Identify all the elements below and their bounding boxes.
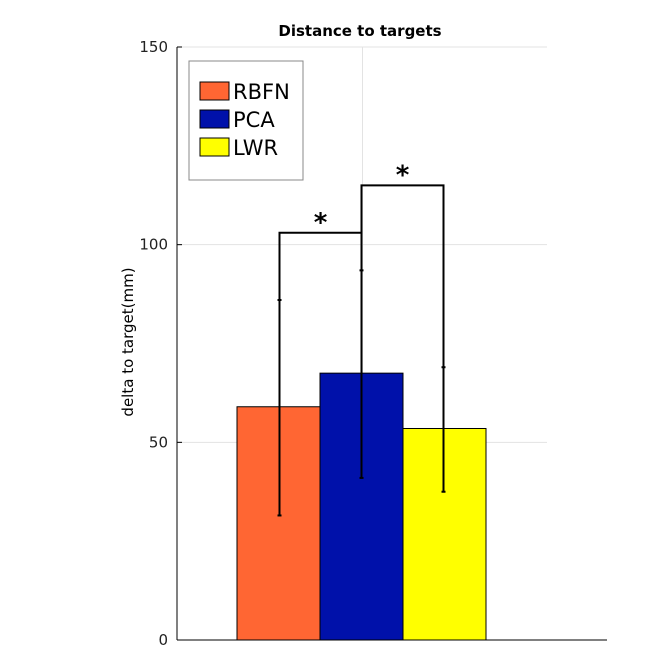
legend-label-pca: PCA (233, 108, 275, 132)
y-axis-label: delta to target(mm) (119, 267, 137, 416)
legend-swatch-pca (199, 109, 230, 129)
legend-label-rbfn: RBFN (233, 80, 290, 104)
axes: 0 50 100 150 (139, 38, 607, 649)
y-tick-label: 150 (139, 38, 168, 56)
significance-star: * (396, 160, 410, 190)
significance-bracket (360, 184, 445, 368)
legend-swatch-lwr (199, 137, 230, 157)
y-tick-label: 0 (158, 631, 168, 645)
y-tick-label: 50 (149, 433, 168, 451)
legend-swatch-rbfn (199, 81, 230, 101)
chart-title: Distance to targets (278, 22, 441, 40)
legend-label-lwr: LWR (233, 136, 278, 160)
error-bars (277, 269, 446, 517)
legend: RBFN PCA LWR (188, 60, 304, 181)
y-tick-label: 100 (139, 236, 168, 254)
significance-star: * (314, 208, 328, 238)
significance-brackets: ** (278, 160, 445, 368)
